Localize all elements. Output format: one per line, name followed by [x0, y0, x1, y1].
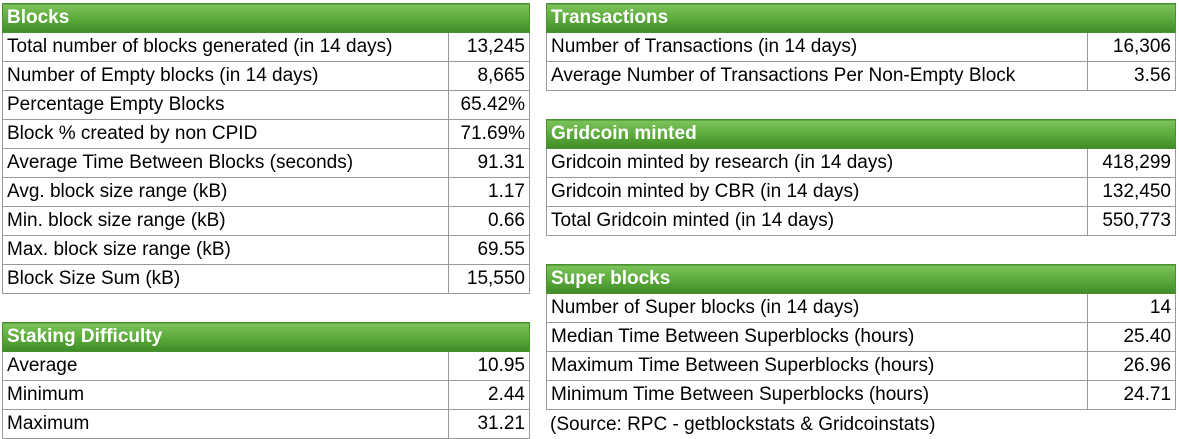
table-row: Min. block size range (kB) 0.66	[2, 206, 530, 236]
table-row: Number of Empty blocks (in 14 days) 8,665	[2, 61, 530, 91]
table-row: Avg. block size range (kB) 1.17	[2, 177, 530, 207]
row-value: 69.55	[448, 235, 530, 265]
table-row: Number of Super blocks (in 14 days) 14	[546, 293, 1177, 323]
table-row: Average Time Between Blocks (seconds) 91.…	[2, 148, 530, 178]
blocks-header: Blocks	[2, 3, 530, 33]
table-row: Total number of blocks generated (in 14 …	[2, 32, 530, 62]
row-label: Maximum	[2, 409, 449, 439]
row-value: 91.31	[448, 148, 530, 178]
minted-header: Gridcoin minted	[546, 119, 1176, 149]
row-label: Avg. block size range (kB)	[2, 177, 449, 207]
superblocks-table: Super blocks Number of Super blocks (in …	[545, 264, 1177, 410]
table-row: Total Gridcoin minted (in 14 days) 550,77…	[546, 206, 1176, 236]
row-value: 26.96	[1086, 351, 1177, 381]
row-label: Minimum Time Between Superblocks (hours)	[546, 380, 1088, 410]
row-value: 3.56	[1087, 61, 1176, 91]
row-value: 418,299	[1087, 148, 1176, 178]
row-value: 71.69%	[448, 119, 530, 149]
row-label: Block % created by non CPID	[2, 119, 449, 149]
staking-title: Staking Difficulty	[2, 322, 530, 352]
table-row: Minimum Time Between Superblocks (hours)…	[546, 380, 1177, 410]
minted-title: Gridcoin minted	[546, 119, 1176, 149]
superblocks-header: Super blocks	[545, 264, 1177, 294]
transactions-table: Transactions Number of Transactions (in …	[546, 3, 1176, 91]
staking-header: Staking Difficulty	[2, 322, 530, 352]
row-value: 25.40	[1086, 322, 1177, 352]
row-label: Average Time Between Blocks (seconds)	[2, 148, 449, 178]
superblocks-title: Super blocks	[545, 264, 1177, 294]
row-label: Number of Super blocks (in 14 days)	[546, 293, 1088, 323]
table-row: Maximum 31.21	[2, 409, 530, 439]
row-value: 2.44	[448, 380, 530, 410]
table-row: Gridcoin minted by research (in 14 days)…	[546, 148, 1176, 178]
row-label: Gridcoin minted by CBR (in 14 days)	[546, 177, 1088, 207]
table-row: Average 10.95	[2, 351, 530, 381]
blocks-table: Blocks Total number of blocks generated …	[2, 3, 530, 294]
row-label: Minimum	[2, 380, 449, 410]
transactions-header: Transactions	[546, 3, 1176, 33]
table-row: Minimum 2.44	[2, 380, 530, 410]
row-label: Percentage Empty Blocks	[2, 90, 449, 120]
row-value: 31.21	[448, 409, 530, 439]
table-row: Block % created by non CPID 71.69%	[2, 119, 530, 149]
row-value: 16,306	[1087, 32, 1176, 62]
table-row: Number of Transactions (in 14 days) 16,30…	[546, 32, 1176, 62]
row-value: 550,773	[1087, 206, 1176, 236]
table-row: Average Number of Transactions Per Non-E…	[546, 61, 1176, 91]
row-value: 1.17	[448, 177, 530, 207]
row-label: Min. block size range (kB)	[2, 206, 449, 236]
row-label: Number of Empty blocks (in 14 days)	[2, 61, 449, 91]
row-value: 15,550	[448, 264, 530, 294]
row-label: Number of Transactions (in 14 days)	[546, 32, 1088, 62]
row-label: Median Time Between Superblocks (hours)	[546, 322, 1088, 352]
table-row: Percentage Empty Blocks 65.42%	[2, 90, 530, 120]
row-value: 8,665	[448, 61, 530, 91]
table-row: Gridcoin minted by CBR (in 14 days) 132,4…	[546, 177, 1176, 207]
row-value: 132,450	[1087, 177, 1176, 207]
row-label: Block Size Sum (kB)	[2, 264, 449, 294]
minted-table: Gridcoin minted Gridcoin minted by resea…	[546, 119, 1176, 236]
row-value: 10.95	[448, 351, 530, 381]
blocks-title: Blocks	[2, 3, 530, 33]
staking-table: Staking Difficulty Average 10.95 Minimum 2…	[2, 322, 530, 439]
row-label: Average Number of Transactions Per Non-E…	[546, 61, 1088, 91]
row-value: 65.42%	[448, 90, 530, 120]
source-note: (Source: RPC - getblockstats & Gridcoins…	[550, 414, 936, 435]
row-label: Gridcoin minted by research (in 14 days)	[546, 148, 1088, 178]
table-row: Block Size Sum (kB) 15,550	[2, 264, 530, 294]
transactions-title: Transactions	[546, 3, 1176, 33]
row-value: 14	[1086, 293, 1177, 323]
row-label: Total Gridcoin minted (in 14 days)	[546, 206, 1088, 236]
row-label: Total number of blocks generated (in 14 …	[2, 32, 449, 62]
row-value: 24.71	[1086, 380, 1177, 410]
row-label: Max. block size range (kB)	[2, 235, 449, 265]
table-row: Max. block size range (kB) 69.55	[2, 235, 530, 265]
row-value: 13,245	[448, 32, 530, 62]
table-row: Median Time Between Superblocks (hours) 2…	[546, 322, 1177, 352]
row-label: Average	[2, 351, 449, 381]
row-value: 0.66	[448, 206, 530, 236]
table-row: Maximum Time Between Superblocks (hours)…	[546, 351, 1177, 381]
row-label: Maximum Time Between Superblocks (hours)	[546, 351, 1088, 381]
